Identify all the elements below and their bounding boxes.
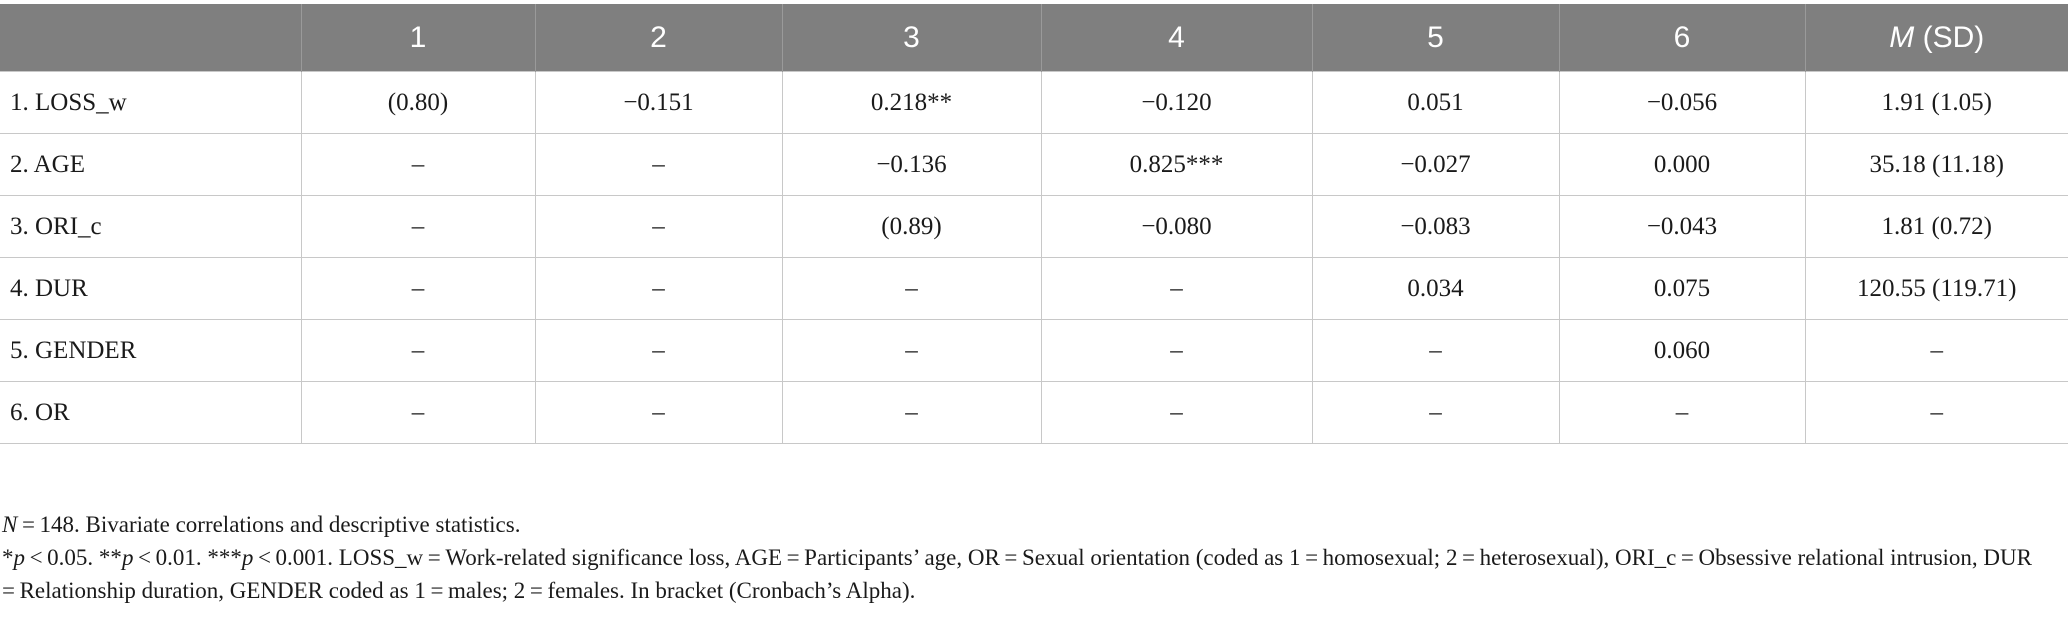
header-col-5: 5 [1311, 4, 1560, 72]
note-p-symbol: p [241, 545, 254, 570]
correlation-table-container: 1 2 3 4 5 6 M (SD) 1. LOSS_w (0.80) −0.151… [0, 4, 2068, 444]
mean-sd-cell: 1.91 (1.05) [1804, 71, 2068, 134]
correlation-cell: 0.000 [1558, 133, 1806, 196]
note-p-symbol: p [121, 545, 134, 570]
header-col-6: 6 [1558, 4, 1806, 72]
table-body: 1. LOSS_w (0.80) −0.151 0.218** −0.120 0.051−… [0, 71, 2068, 444]
correlation-cell: – [1311, 381, 1560, 444]
correlation-cell: 0.051 [1311, 71, 1560, 134]
header-mean-symbol: M [1889, 20, 1915, 54]
note-significance-legend: *p < 0.05. **p < 0.01. ***p < 0.001. LOS… [2, 541, 2042, 607]
correlation-cell: −0.120 [1040, 71, 1313, 134]
header-col-4: 4 [1040, 4, 1313, 72]
correlation-cell: – [781, 257, 1042, 320]
note-p-symbol: p [13, 545, 26, 570]
header-row: 1 2 3 4 5 6 M (SD) [0, 4, 2068, 72]
correlation-cell: 0.825*** [1040, 133, 1313, 196]
correlation-cell: – [534, 257, 783, 320]
row-label: 3. ORI_c [0, 195, 302, 258]
note-sample-text: = 148. Bivariate correlations and descri… [17, 512, 521, 537]
header-col-msd: M (SD) [1804, 4, 2068, 72]
correlation-cell: 0.034 [1311, 257, 1560, 320]
correlation-table: 1 2 3 4 5 6 M (SD) 1. LOSS_w (0.80) −0.151… [0, 4, 2068, 444]
row-label: 4. DUR [0, 257, 302, 320]
mean-sd-cell: – [1804, 381, 2068, 444]
correlation-cell: – [1040, 257, 1313, 320]
correlation-cell: – [1040, 381, 1313, 444]
correlation-cell: −0.136 [781, 133, 1042, 196]
row-label: 6. OR [0, 381, 302, 444]
correlation-cell: – [781, 381, 1042, 444]
correlation-cell: −0.027 [1311, 133, 1560, 196]
correlation-cell: 0.060 [1558, 319, 1806, 382]
correlation-cell: −0.151 [534, 71, 783, 134]
note-n-symbol: N [2, 512, 18, 537]
table-header: 1 2 3 4 5 6 M (SD) [0, 4, 2068, 72]
correlation-cell: – [300, 319, 536, 382]
correlation-cell: (0.80) [300, 71, 536, 134]
header-corner [0, 4, 302, 72]
row-label: 2. AGE [0, 133, 302, 196]
row-label: 5. GENDER [0, 319, 302, 382]
correlation-cell: – [300, 381, 536, 444]
table-row: 5. GENDER – – – – –0.060– [0, 319, 2068, 382]
table-row: 6. OR – – – – – – – [0, 381, 2068, 444]
correlation-cell: – [1311, 319, 1560, 382]
note-text: < 0.001. LOSS_w = Work-related significa… [2, 545, 2037, 603]
row-label: 1. LOSS_w [0, 71, 302, 134]
correlation-cell: 0.218** [781, 71, 1042, 134]
table-row: 4. DUR – – – –0.034 0.075 120.55 (119.71) [0, 257, 2068, 320]
note-text: < 0.01. *** [133, 545, 242, 570]
correlation-cell: – [1040, 319, 1313, 382]
correlation-cell: – [300, 257, 536, 320]
correlation-cell: −0.083 [1311, 195, 1560, 258]
mean-sd-cell: 35.18 (11.18) [1804, 133, 2068, 196]
correlation-cell: −0.080 [1040, 195, 1313, 258]
header-col-2: 2 [534, 4, 783, 72]
note-sample-size: N = 148. Bivariate correlations and desc… [2, 508, 2042, 541]
correlation-cell: – [534, 133, 783, 196]
header-sd-label: (SD) [1914, 20, 1985, 54]
correlation-cell: – [534, 195, 783, 258]
note-text: < 0.05. ** [25, 545, 122, 570]
table-notes: N = 148. Bivariate correlations and desc… [2, 508, 2042, 607]
correlation-cell: −0.056 [1558, 71, 1806, 134]
correlation-cell: (0.89) [781, 195, 1042, 258]
table-row: 2. AGE – – −0.136 0.825*** −0.027 0.000 35.18 (… [0, 133, 2068, 196]
mean-sd-cell: 1.81 (0.72) [1804, 195, 2068, 258]
correlation-cell: – [300, 195, 536, 258]
table-row: 1. LOSS_w (0.80) −0.151 0.218** −0.120 0.051−… [0, 71, 2068, 134]
mean-sd-cell: – [1804, 319, 2068, 382]
correlation-cell: – [1558, 381, 1806, 444]
mean-sd-cell: 120.55 (119.71) [1804, 257, 2068, 320]
correlation-cell: – [534, 381, 783, 444]
header-col-1: 1 [300, 4, 536, 72]
header-col-3: 3 [781, 4, 1042, 72]
correlation-cell: – [781, 319, 1042, 382]
table-row: 3. ORI_c – – (0.89) −0.080 −0.083 −0.043 1.81 (… [0, 195, 2068, 258]
correlation-cell: – [300, 133, 536, 196]
note-text: * [2, 545, 14, 570]
correlation-cell: 0.075 [1558, 257, 1806, 320]
correlation-cell: −0.043 [1558, 195, 1806, 258]
correlation-cell: – [534, 319, 783, 382]
